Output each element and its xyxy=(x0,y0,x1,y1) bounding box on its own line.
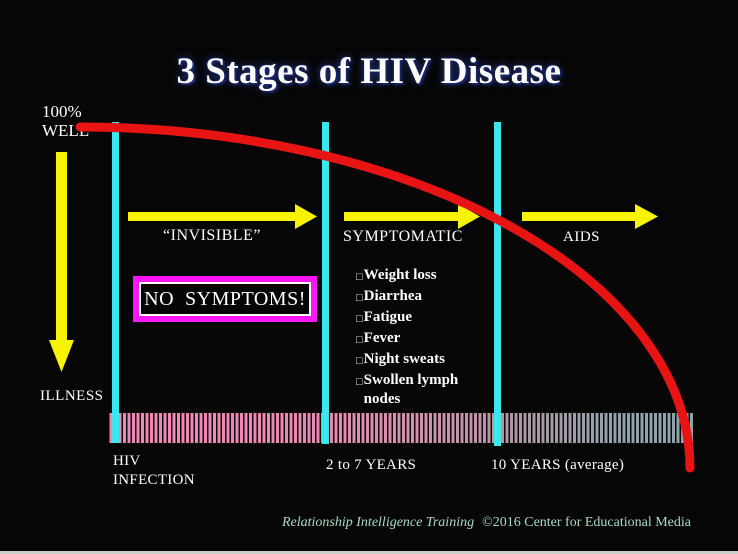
timeline-striped-band xyxy=(108,413,693,443)
timeline-label-10-years-average: 10 YEARS (average) xyxy=(491,457,625,473)
footer-credits: Relationship Intelligence Training ©2016 … xyxy=(282,515,691,531)
down-arrow-shaft xyxy=(56,152,67,342)
arrow-shaft xyxy=(128,212,295,221)
wellness-down-arrow xyxy=(49,152,74,372)
square-bullet-icon: □ xyxy=(356,271,363,283)
wellness-top-label: 100% WELL xyxy=(42,102,89,140)
symptom-text: Fatigue xyxy=(363,309,412,325)
symptom-item: □ Fever xyxy=(356,329,472,350)
square-bullet-icon: □ xyxy=(356,334,363,346)
wellness-well-label: WELL xyxy=(42,121,90,140)
square-bullet-icon: □ xyxy=(356,313,363,325)
symptom-item: □ Weight loss xyxy=(356,266,472,287)
arrow-head xyxy=(458,204,480,229)
hiv-label-line1: HIV xyxy=(113,453,141,469)
stage-arrow-aids xyxy=(522,204,658,229)
timeline-label-2-to-7-years: 2 to 7 YEARS xyxy=(326,457,417,473)
symptom-text: Fever xyxy=(363,330,401,346)
symptom-text: Swollen lymph nodes xyxy=(363,372,459,407)
timeline-marker-line-2 xyxy=(322,122,329,444)
square-bullet-icon: □ xyxy=(356,376,363,388)
slide-title: 3 Stages of HIV Disease xyxy=(176,51,562,92)
timeline-marker-line-1 xyxy=(112,122,119,443)
stage-arrow-invisible xyxy=(128,204,317,229)
arrow-head xyxy=(295,204,317,229)
arrow-shaft xyxy=(344,212,458,221)
stage-label-aids: AIDS xyxy=(563,229,601,245)
symptom-text: Night sweats xyxy=(363,351,445,367)
square-bullet-icon: □ xyxy=(356,292,363,304)
timeline-label-hiv-infection: HIV INFECTION xyxy=(113,452,195,490)
wellness-bottom-label: ILLNESS xyxy=(40,388,104,404)
down-arrow-head xyxy=(49,340,74,372)
symptom-item: □ Diarrhea xyxy=(356,287,472,308)
arrow-shaft xyxy=(522,212,635,221)
symptom-item: □ Swollen lymph nodes xyxy=(356,371,472,409)
stage-arrow-symptomatic xyxy=(344,204,480,229)
arrow-head xyxy=(635,204,658,229)
symptom-list: □ Weight loss □ Diarrhea □ Fatigue □ Fev… xyxy=(356,266,472,409)
symptom-item: □ Night sweats xyxy=(356,350,472,371)
footer-copyright: ©2016 Center for Educational Media xyxy=(482,515,691,530)
symptom-text: Weight loss xyxy=(363,267,437,283)
symptom-item: □ Fatigue xyxy=(356,308,472,329)
no-symptoms-callout: NO SYMPTOMS! xyxy=(133,276,317,322)
no-symptoms-text: NO SYMPTOMS! xyxy=(144,287,306,310)
stage-label-symptomatic: SYMPTOMATIC xyxy=(343,228,463,245)
stage-label-invisible: “INVISIBLE” xyxy=(163,227,261,244)
hiv-label-line2: INFECTION xyxy=(113,472,195,488)
wellness-100-label: 100% xyxy=(42,102,82,121)
bottom-edge-strip xyxy=(0,551,738,554)
symptom-text: Diarrhea xyxy=(363,288,422,304)
timeline-marker-line-3 xyxy=(494,122,501,446)
footer-brand: Relationship Intelligence Training xyxy=(282,515,475,530)
square-bullet-icon: □ xyxy=(356,355,363,367)
